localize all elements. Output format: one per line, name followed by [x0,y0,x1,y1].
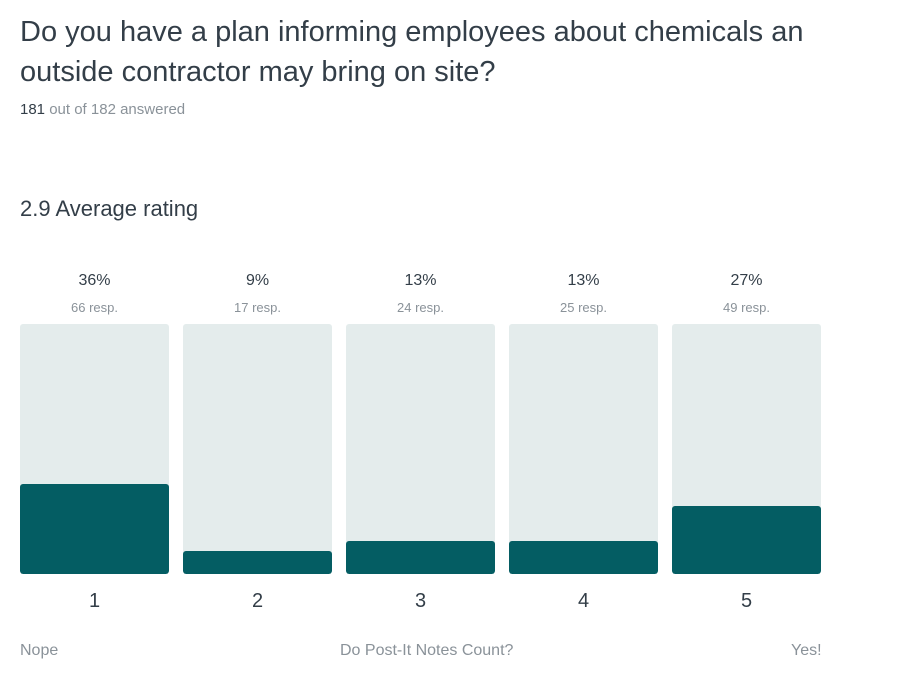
rating-value-label: 2 [251,590,264,612]
bar-percent-label: 27% [730,272,763,289]
question-title: Do you have a plan informing employees a… [20,16,804,88]
bar-track [183,324,332,574]
bar-percent-label: 13% [404,272,437,289]
bar-response-count: 25 resp. [560,300,607,315]
scale-label-low: Nope [20,642,59,659]
bar-response-count: 24 resp. [397,300,444,315]
bar-percent-label: 36% [78,272,111,289]
bar-response-count: 49 resp. [723,300,770,315]
bar-column: 36% 66 resp. 1 [20,268,169,618]
bar-track [346,324,495,574]
bar-fill [672,506,821,574]
bar-track [20,324,169,574]
bar-column: 13% 25 resp. 4 [509,268,658,618]
answered-summary: 181 out of 182 answered [20,101,185,118]
bar-percent-label: 13% [567,272,600,289]
bar-track [672,324,821,574]
bar-fill [20,484,169,574]
answered-suffix: out of 182 answered [45,101,186,118]
bar-percent-label: 9% [245,272,270,289]
rating-value-label: 1 [88,590,101,612]
scale-label-high: Yes! [791,642,822,659]
bar-column: 13% 24 resp. 3 [346,268,495,618]
answered-count: 181 [20,101,46,118]
bar-fill [346,541,495,574]
rating-value-label: 3 [414,590,427,612]
bar-fill [509,541,658,574]
bar-fill [183,551,332,574]
bar-response-count: 66 resp. [71,300,118,315]
average-rating: 2.9 Average rating [20,196,199,221]
bar-track [509,324,658,574]
bar-column: 9% 17 resp. 2 [183,268,332,618]
scale-label-mid: Do Post-It Notes Count? [340,642,514,659]
bar-response-count: 17 resp. [234,300,281,315]
rating-value-label: 5 [740,590,753,612]
rating-value-label: 4 [577,590,590,612]
bar-column: 27% 49 resp. 5 [672,268,821,618]
